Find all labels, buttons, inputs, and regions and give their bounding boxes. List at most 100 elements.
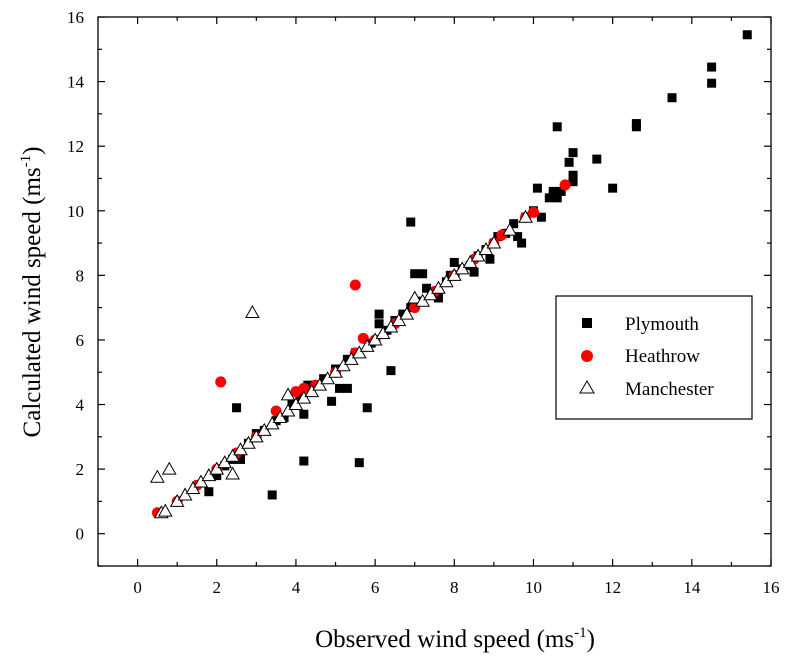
point-manchester — [272, 409, 288, 423]
point-plymouth — [267, 490, 277, 500]
x-axis-ticks — [97, 17, 772, 566]
x-axis-title: Observed wind speed (ms-1) — [315, 625, 595, 653]
point-heathrow — [215, 376, 227, 388]
y-tick-labels: 0 2 4 6 8 10 12 14 16 — [67, 8, 85, 544]
point-manchester — [328, 364, 343, 378]
point-plymouth — [422, 283, 432, 293]
x-tick-label: 0 — [133, 578, 142, 597]
point-plymouth — [485, 254, 495, 264]
point-plymouth — [556, 186, 566, 196]
point-manchester — [375, 325, 391, 339]
point-manchester — [225, 466, 240, 480]
legend-marker-manchester — [579, 380, 595, 394]
point-heathrow — [527, 206, 539, 218]
point-plymouth — [334, 383, 344, 393]
point-manchester — [336, 358, 351, 372]
point-manchester — [312, 377, 328, 391]
y-tick-label: 16 — [67, 8, 84, 27]
point-plymouth — [536, 212, 546, 222]
point-plymouth — [299, 456, 309, 466]
point-manchester — [446, 267, 462, 281]
x-tick-label: 14 — [683, 578, 701, 597]
point-plymouth — [410, 269, 420, 279]
plot-frame — [97, 16, 772, 567]
point-plymouth — [517, 238, 527, 248]
point-heathrow — [298, 382, 310, 394]
point-plymouth — [707, 62, 717, 72]
x-tick-label: 10 — [525, 578, 542, 597]
data-points — [150, 30, 752, 519]
point-manchester — [367, 332, 383, 346]
point-plymouth — [354, 458, 364, 468]
point-manchester — [351, 345, 367, 359]
point-manchester — [518, 209, 533, 223]
point-plymouth — [532, 183, 542, 193]
point-plymouth — [552, 122, 562, 132]
point-plymouth — [742, 30, 752, 40]
point-manchester — [157, 503, 173, 517]
point-plymouth — [509, 219, 519, 229]
point-plymouth — [667, 93, 677, 103]
point-manchester — [296, 390, 312, 404]
point-plymouth — [552, 193, 562, 203]
point-manchester — [185, 480, 201, 494]
y-tick-label: 12 — [67, 137, 84, 156]
point-plymouth — [707, 78, 717, 88]
point-manchester — [383, 319, 399, 333]
point-manchester — [391, 313, 407, 327]
point-manchester — [423, 287, 438, 301]
point-manchester — [304, 384, 320, 398]
point-plymouth — [433, 293, 443, 303]
point-plymouth — [327, 396, 337, 406]
x-tick-label: 16 — [763, 578, 780, 597]
legend-label-manchester: Manchester — [625, 379, 714, 400]
point-plymouth — [469, 267, 479, 277]
legend-label-plymouth: Plymouth — [625, 314, 699, 335]
point-manchester — [439, 274, 454, 288]
point-plymouth — [406, 217, 416, 227]
y-axis-ticks — [98, 16, 771, 567]
point-manchester — [486, 235, 502, 249]
point-plymouth — [212, 471, 222, 481]
series-plymouth — [204, 30, 752, 500]
y-tick-label: 10 — [67, 202, 84, 221]
point-plymouth — [564, 157, 574, 167]
point-manchester — [280, 387, 296, 401]
x-tick-labels: 0 2 4 6 8 10 12 14 16 — [133, 578, 779, 597]
point-manchester — [177, 487, 193, 501]
point-manchester — [161, 461, 177, 475]
point-manchester — [193, 474, 209, 488]
point-plymouth — [299, 409, 309, 419]
point-plymouth — [568, 170, 578, 180]
point-manchester — [288, 397, 304, 411]
point-plymouth — [204, 487, 214, 497]
point-heathrow — [559, 179, 571, 191]
point-plymouth — [418, 269, 428, 279]
point-manchester — [344, 351, 359, 365]
point-plymouth — [568, 177, 578, 187]
point-manchester — [478, 242, 494, 256]
point-plymouth — [342, 383, 352, 393]
point-manchester — [233, 442, 248, 456]
point-manchester — [217, 455, 233, 469]
point-manchester — [502, 222, 518, 236]
point-manchester — [241, 435, 256, 449]
y-tick-label: 8 — [76, 266, 85, 285]
point-plymouth — [631, 122, 641, 132]
y-tick-label: 2 — [76, 460, 85, 479]
point-plymouth — [608, 183, 618, 193]
point-manchester — [248, 429, 264, 443]
y-axis-title: Calculated wind speed (ms-1) — [18, 147, 46, 438]
point-manchester — [225, 448, 240, 462]
point-manchester — [407, 290, 423, 304]
point-manchester — [264, 416, 280, 430]
point-manchester — [209, 461, 225, 475]
point-manchester — [280, 403, 296, 417]
point-manchester — [245, 304, 260, 318]
point-manchester — [201, 468, 217, 482]
y-tick-label: 0 — [76, 525, 85, 544]
series-manchester — [150, 209, 533, 519]
y-tick-label: 14 — [67, 73, 85, 92]
point-plymouth — [232, 403, 242, 413]
point-plymouth — [513, 232, 523, 242]
